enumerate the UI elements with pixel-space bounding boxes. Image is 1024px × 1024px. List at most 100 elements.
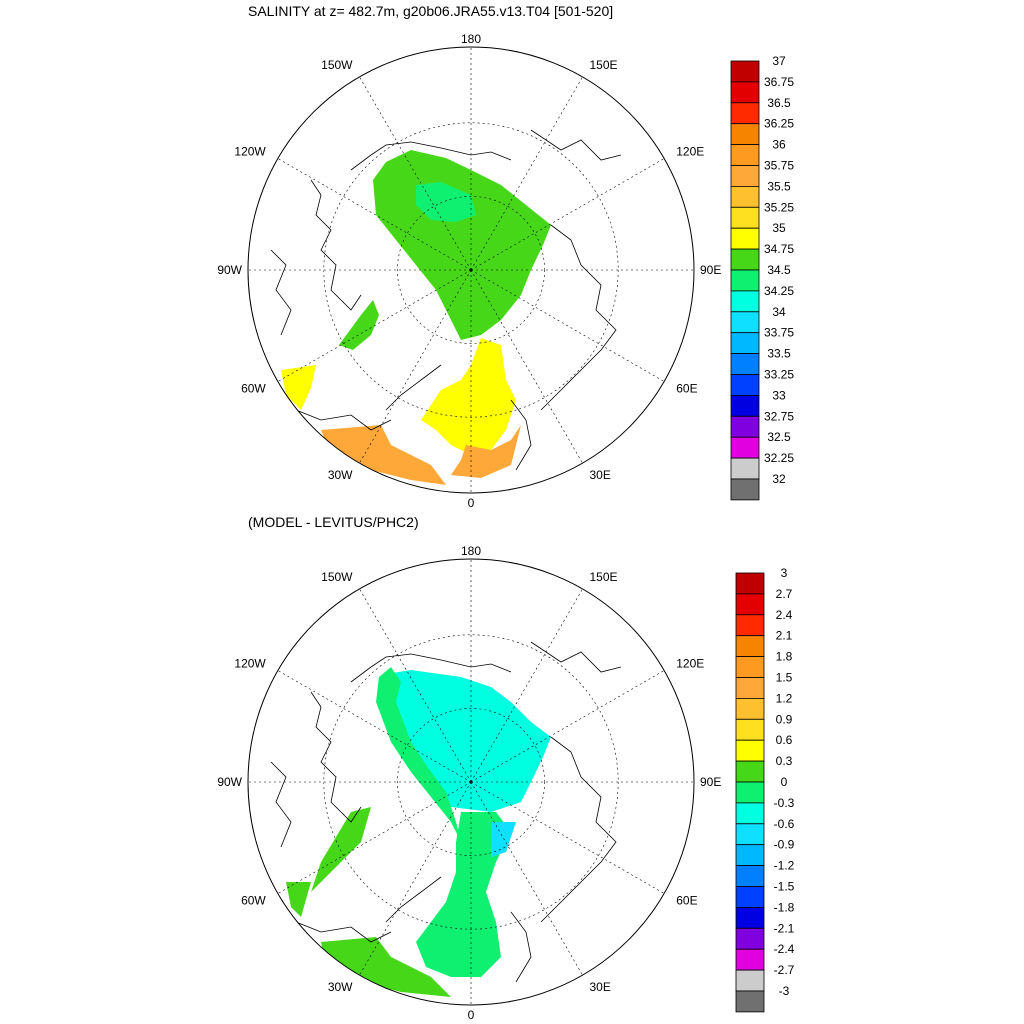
field-region bbox=[416, 182, 476, 222]
colorbar-tick-label: 37 bbox=[772, 54, 786, 68]
colorbar-tick-label: -3 bbox=[779, 984, 790, 998]
colorbar-tick-label: 35.75 bbox=[764, 159, 794, 173]
colorbar-tick-label: 0.6 bbox=[776, 733, 793, 747]
colorbar-tick-label: 0 bbox=[781, 775, 788, 789]
longitude-label: 0 bbox=[468, 496, 475, 510]
colorbar-swatch bbox=[735, 969, 765, 992]
colorbar-swatch bbox=[735, 865, 765, 887]
colorbar-tick-label: 32.75 bbox=[764, 409, 794, 423]
colorbar-tick-label: 2.4 bbox=[776, 608, 793, 622]
meridian-line bbox=[470, 269, 583, 464]
meridian-line bbox=[277, 158, 472, 271]
colorbar-tick-label: 2.7 bbox=[776, 587, 793, 601]
colorbar-tick-label: -2.1 bbox=[774, 921, 795, 935]
longitude-label: 120W bbox=[234, 145, 266, 159]
colorbar-tick-label: 34.25 bbox=[764, 284, 794, 298]
colorbar-swatch bbox=[735, 802, 765, 825]
colorbar-tick-label: -0.6 bbox=[774, 817, 795, 831]
colorbar-swatch bbox=[730, 81, 760, 104]
colorbar-swatch bbox=[730, 415, 760, 438]
colorbar-tick-label: 1.5 bbox=[776, 671, 793, 685]
latitude-circle bbox=[397, 708, 545, 856]
colorbar-swatch bbox=[735, 593, 765, 616]
meridian-line bbox=[470, 781, 583, 976]
colorbar-swatch bbox=[730, 227, 760, 250]
field-region bbox=[281, 365, 316, 410]
colorbar-tick-label: 36.5 bbox=[767, 96, 791, 110]
meridian-line bbox=[359, 76, 472, 271]
longitude-label: 120E bbox=[676, 145, 704, 159]
coastline bbox=[270, 761, 292, 848]
colorbar-swatch bbox=[730, 165, 760, 187]
colorbar-tick-label: 33.5 bbox=[767, 347, 791, 361]
colorbar-tick-label: 35 bbox=[772, 221, 786, 235]
colorbar-tick-label: 32.5 bbox=[767, 430, 791, 444]
latitude-circle bbox=[397, 196, 545, 344]
meridian-line bbox=[470, 269, 665, 382]
field-region bbox=[376, 667, 461, 842]
longitude-label: 60W bbox=[241, 894, 266, 908]
coastline bbox=[530, 641, 622, 673]
coastline bbox=[295, 921, 392, 943]
meridian-line bbox=[277, 781, 472, 894]
latitude-circle bbox=[323, 634, 619, 930]
colorbar-swatch bbox=[735, 907, 765, 929]
colorbar-tick-label: 34 bbox=[772, 305, 786, 319]
longitude-label: 120E bbox=[676, 657, 704, 671]
coastline bbox=[350, 653, 512, 683]
field-region bbox=[451, 425, 521, 478]
field-region bbox=[373, 150, 551, 340]
polar-map-salinity: 180 150E 120E 90E 60E 30E 0 30W 60W 90W 120W 150W bbox=[217, 32, 721, 510]
coastline bbox=[350, 141, 512, 171]
colorbar-swatch bbox=[730, 206, 760, 229]
longitude-label: 90E bbox=[700, 775, 721, 789]
longitude-label: 30E bbox=[590, 468, 611, 482]
longitude-label: 180 bbox=[461, 32, 481, 46]
colorbar-swatch bbox=[735, 677, 765, 699]
coastline bbox=[540, 224, 617, 411]
colorbar-swatch bbox=[735, 927, 765, 950]
colorbar-tick-label: 33 bbox=[772, 388, 786, 402]
colorbar-swatch bbox=[730, 353, 760, 375]
colorbar-tick-label: -0.3 bbox=[774, 796, 795, 810]
colorbar-tick-label: -0.9 bbox=[774, 838, 795, 852]
colorbar-swatch bbox=[735, 948, 765, 971]
panel-title-difference: (MODEL - LEVITUS/PHC2) bbox=[248, 514, 419, 530]
colorbar-swatch bbox=[735, 572, 765, 595]
longitude-label: 30W bbox=[328, 468, 353, 482]
colorbar-swatch bbox=[735, 760, 765, 783]
longitude-label: 30E bbox=[590, 980, 611, 994]
longitude-label: 90E bbox=[700, 263, 721, 277]
coastline bbox=[530, 129, 622, 161]
colorbar-tick-label: 0.3 bbox=[776, 754, 793, 768]
meridian-line bbox=[277, 269, 472, 382]
colorbar-swatch bbox=[730, 290, 760, 313]
longitude-label: 60E bbox=[676, 894, 697, 908]
colorbar-swatch bbox=[735, 886, 765, 908]
latitude-circle bbox=[323, 122, 619, 418]
colorbar-swatch bbox=[735, 844, 765, 867]
colorbar-tick-label: 34.5 bbox=[767, 263, 791, 277]
meridian-line bbox=[470, 76, 583, 271]
colorbar-tick-label: 0.9 bbox=[776, 712, 793, 726]
colorbar-swatch bbox=[735, 823, 765, 846]
colorbar-tick-label: 36 bbox=[772, 138, 786, 152]
colorbar-tick-label: -2.4 bbox=[774, 942, 795, 956]
colorbar-tick-label: 33.75 bbox=[764, 326, 794, 340]
longitude-label: 30W bbox=[328, 980, 353, 994]
colorbar-swatch bbox=[730, 144, 760, 166]
coastline bbox=[385, 876, 442, 923]
field-region bbox=[381, 670, 551, 812]
meridian-line bbox=[359, 588, 472, 783]
colorbar-tick-label: 1.2 bbox=[776, 691, 793, 705]
colorbar-tick-label: 3 bbox=[781, 566, 788, 580]
colorbar-swatch bbox=[730, 436, 760, 459]
longitude-label: 60E bbox=[676, 382, 697, 396]
field-region bbox=[339, 300, 379, 350]
colorbar-tick-label: 32 bbox=[772, 472, 786, 486]
colorbar-swatch bbox=[730, 123, 760, 145]
colorbar-tick-label: -1.8 bbox=[774, 900, 795, 914]
longitude-label: 60W bbox=[241, 382, 266, 396]
colorbar-tick-label: 35.25 bbox=[764, 200, 794, 214]
colorbar-tick-label: 35.5 bbox=[767, 179, 791, 193]
